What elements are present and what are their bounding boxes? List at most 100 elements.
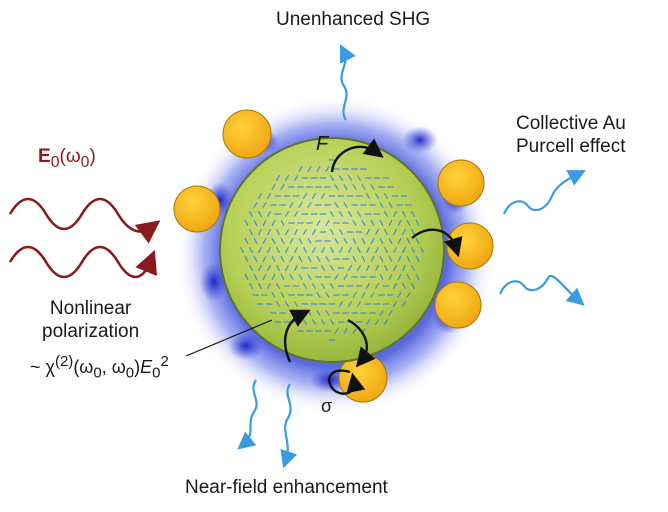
lattice-dash: [379, 309, 384, 317]
lattice-dash: [361, 237, 366, 245]
lattice-dash: [316, 255, 321, 263]
lattice-dash: [329, 318, 335, 326]
lattice-dash: [307, 273, 312, 281]
lattice-dash: [271, 219, 276, 227]
lattice-dash: [347, 210, 353, 218]
lattice-dash: [338, 174, 344, 182]
lattice-dash: [320, 246, 326, 254]
e0-omega-subscript: 0: [80, 153, 90, 171]
crystal-lattice-pattern: [239, 159, 425, 341]
lattice-dash: [262, 201, 267, 209]
e0-omega: (ω: [59, 146, 81, 167]
lattice-dash: [253, 201, 258, 209]
lattice-dash: [383, 318, 389, 326]
lattice-dash: [388, 201, 393, 209]
lattice-dash: [320, 192, 326, 200]
lattice-dash: [397, 273, 402, 281]
e0-close: ): [89, 146, 96, 167]
lattice-dash: [280, 291, 285, 299]
lattice-dash: [275, 228, 281, 236]
lattice-dash: [302, 246, 308, 254]
lattice-dash: [257, 264, 263, 272]
lattice-dash: [392, 300, 398, 308]
lattice-dash: [266, 210, 272, 218]
lattice-dash: [401, 300, 407, 308]
lattice-dash: [244, 237, 249, 245]
lattice-dash: [365, 282, 371, 290]
lattice-dash: [266, 228, 272, 236]
lattice-dash: [311, 228, 317, 236]
lattice-dash: [257, 246, 263, 254]
lattice-dash: [410, 210, 416, 218]
lattice-dash: [284, 246, 290, 254]
lattice-dash: [383, 246, 389, 254]
lattice-dash: [388, 237, 393, 245]
lattice-dash: [307, 201, 312, 209]
nonlinear-line-1: Nonlinear: [49, 298, 132, 319]
sigma-label: σ: [321, 396, 333, 416]
lattice-dash: [293, 246, 299, 254]
lattice-dash: [284, 228, 290, 236]
lattice-dash: [365, 264, 371, 272]
lattice-dash: [338, 228, 344, 236]
lattice-dash: [374, 228, 380, 236]
lattice-dash: [352, 237, 357, 245]
lattice-dash: [329, 174, 335, 182]
lattice-dash: [284, 300, 290, 308]
lattice-dash: [271, 255, 276, 263]
chi-sub-a: 0: [93, 364, 102, 382]
lattice-dash: [262, 219, 267, 227]
lattice-dash: [280, 255, 285, 263]
lattice-dash: [388, 309, 393, 317]
lattice-dash: [248, 228, 254, 236]
lattice-dash: [356, 246, 362, 254]
lattice-dash: [275, 300, 281, 308]
lattice-dash: [352, 291, 357, 299]
lattice-dash: [383, 228, 389, 236]
lattice-dash: [275, 264, 281, 272]
lattice-dash: [293, 264, 299, 272]
lattice-dash: [356, 264, 362, 272]
lattice-dash: [419, 246, 425, 254]
lattice-dash: [392, 228, 398, 236]
collective-purcell-label: Collective Au Purcell effect: [516, 112, 626, 158]
incident-field-label: E0(ω0): [38, 145, 96, 172]
lattice-dash: [289, 255, 294, 263]
lattice-dash: [370, 255, 375, 263]
lattice-dash: [257, 228, 263, 236]
lattice-dash: [347, 264, 353, 272]
lattice-dash: [280, 183, 285, 191]
lattice-dash: [406, 255, 411, 263]
unenhanced-shg-label: Unenhanced SHG: [276, 9, 431, 30]
lattice-dash: [320, 318, 326, 326]
lattice-dash: [266, 282, 272, 290]
lattice-dash: [334, 237, 339, 245]
lattice-dash: [343, 201, 348, 209]
lattice-dash: [307, 255, 312, 263]
lattice-dash: [415, 273, 420, 281]
lattice-dash: [392, 210, 398, 218]
lattice-dash: [244, 219, 249, 227]
lattice-dash: [325, 165, 330, 173]
lattice-dash: [271, 273, 276, 281]
lattice-dash: [293, 174, 299, 182]
lattice-dash: [410, 282, 416, 290]
nonlinear-line-2: polarization: [42, 321, 140, 343]
lattice-dash: [329, 282, 335, 290]
lattice-dash: [284, 210, 290, 218]
lattice-dash: [316, 309, 321, 317]
lattice-dash: [356, 174, 362, 182]
lattice-dash: [320, 264, 326, 272]
chi-sub-b: 0: [125, 364, 135, 382]
lattice-dash: [334, 201, 339, 209]
lattice-dash: [284, 264, 290, 272]
lattice-dash: [406, 219, 411, 227]
lattice-dash: [311, 282, 317, 290]
lattice-dash: [329, 246, 335, 254]
lattice-dash: [271, 237, 276, 245]
lattice-dash: [338, 300, 344, 308]
lattice-dash: [401, 210, 407, 218]
lattice-dash: [347, 300, 353, 308]
lattice-dash: [307, 237, 312, 245]
